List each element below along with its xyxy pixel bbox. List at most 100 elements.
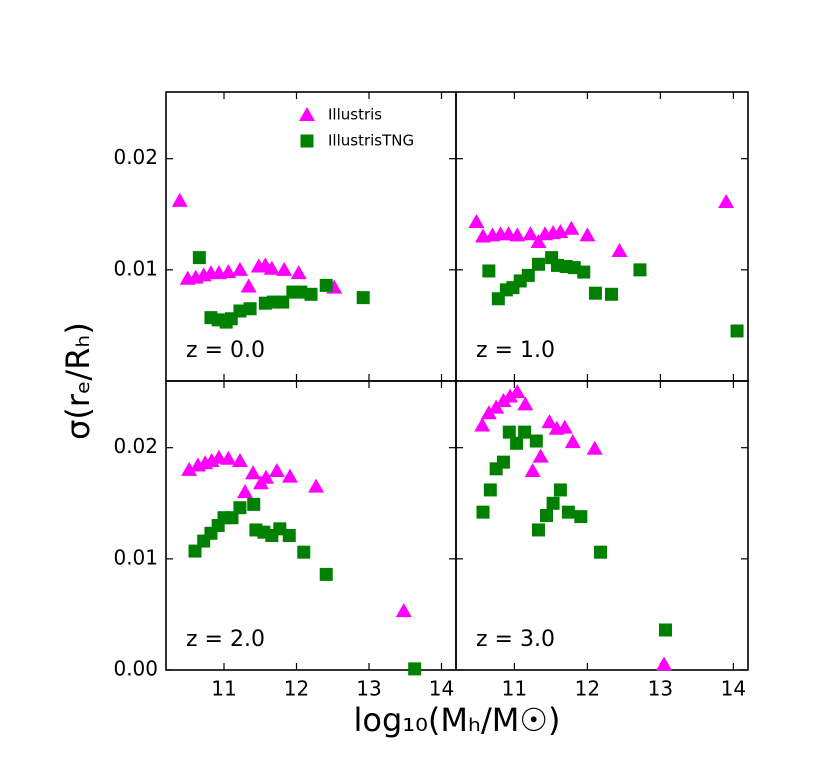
square-marker: [304, 287, 318, 301]
square-marker: [247, 497, 261, 511]
square-marker: [356, 291, 370, 305]
square-marker: [476, 505, 490, 519]
square-marker: [496, 455, 510, 469]
square-marker: [233, 304, 247, 318]
triangle-marker: [281, 468, 298, 483]
triangle-marker: [502, 388, 519, 403]
square-marker: [294, 285, 308, 299]
square-marker: [188, 544, 202, 558]
square-marker: [594, 545, 608, 559]
x-tick-label: 11: [502, 677, 527, 701]
triangle-marker: [171, 192, 188, 207]
triangle-marker: [276, 261, 293, 276]
square-marker: [518, 425, 532, 439]
triangle-marker: [563, 220, 580, 235]
square-marker: [319, 567, 333, 581]
square-marker: [531, 523, 545, 537]
square-marker: [502, 425, 516, 439]
legend-label: IllustrisTNG: [328, 132, 414, 150]
panel-annotation: z = 0.0: [186, 338, 265, 363]
triangle-marker: [395, 603, 412, 618]
triangle-marker: [210, 449, 227, 464]
square-marker: [483, 483, 497, 497]
triangle-marker: [530, 234, 547, 249]
triangle-marker: [541, 414, 558, 429]
square-marker: [574, 510, 588, 524]
panel-annotation: z = 1.0: [476, 338, 555, 363]
square-marker: [243, 302, 257, 316]
square-marker: [604, 287, 618, 301]
triangle-marker: [245, 465, 261, 480]
y-tick-label: 0.01: [113, 545, 158, 569]
square-marker: [408, 662, 422, 676]
square-marker: [546, 496, 560, 510]
square-marker: [192, 251, 206, 265]
triangle-marker: [586, 440, 603, 455]
square-marker: [529, 434, 543, 448]
square-marker: [730, 324, 744, 338]
x-tick-label: 12: [575, 677, 600, 701]
triangle-marker: [308, 478, 325, 493]
x-tick-label: 12: [284, 677, 309, 701]
y-tick-label: 0.02: [113, 434, 158, 458]
square-marker: [540, 508, 554, 522]
triangle-marker: [564, 434, 581, 449]
triangle-marker: [474, 417, 491, 432]
square-marker: [588, 286, 602, 300]
triangle-marker: [268, 463, 285, 478]
square-marker: [531, 257, 545, 271]
triangle-marker: [656, 656, 673, 671]
panel-frame: [455, 380, 749, 671]
triangle-marker: [231, 261, 248, 276]
square-marker: [482, 264, 496, 278]
triangle-marker: [468, 214, 485, 229]
triangle-marker: [579, 227, 596, 242]
triangle-marker: [556, 419, 573, 434]
triangle-marker: [480, 405, 497, 420]
triangle-marker: [237, 484, 254, 499]
triangle-marker: [220, 264, 237, 279]
triangle-marker: [718, 194, 735, 209]
y-tick-label: 0.02: [113, 145, 158, 169]
triangle-marker: [495, 393, 512, 408]
y-tick-label: 0.01: [113, 256, 158, 280]
triangle-marker: [240, 278, 257, 293]
triangle-marker: [532, 448, 549, 463]
x-tick-label: 14: [721, 677, 746, 701]
panel-annotation: z = 3.0: [476, 627, 555, 652]
square-marker: [553, 483, 567, 497]
square-marker: [521, 268, 535, 282]
triangle-marker: [299, 107, 315, 121]
x-tick-label: 14: [429, 677, 454, 701]
square-marker: [510, 436, 524, 450]
triangle-marker: [258, 469, 275, 484]
triangle-marker: [509, 384, 526, 399]
y-tick-label: 0.00: [113, 657, 158, 681]
triangle-marker: [611, 242, 628, 257]
square-marker: [319, 278, 333, 292]
square-marker: [577, 265, 591, 279]
triangle-marker: [509, 227, 526, 242]
panel-annotation: z = 2.0: [186, 627, 265, 652]
square-marker: [282, 529, 296, 543]
square-marker: [561, 505, 575, 519]
x-tick-label: 13: [648, 677, 673, 701]
triangle-marker: [181, 461, 198, 476]
square-marker: [659, 623, 673, 637]
square-marker: [225, 511, 239, 525]
square-marker: [276, 295, 290, 309]
x-tick-label: 11: [211, 677, 236, 701]
triangle-marker: [522, 226, 539, 241]
triangle-marker: [263, 260, 280, 275]
square-marker: [233, 501, 247, 515]
square-marker: [300, 134, 314, 148]
triangle-marker: [220, 450, 237, 465]
square-marker: [297, 545, 311, 559]
x-tick-label: 13: [356, 677, 381, 701]
triangle-marker: [231, 453, 248, 468]
triangle-marker: [517, 396, 534, 411]
x-axis-label: log₁₀(Mₕ/M☉): [353, 701, 560, 739]
triangle-marker: [524, 463, 541, 478]
y-axis-label: σ(rₑ/Rₕ): [59, 322, 97, 440]
